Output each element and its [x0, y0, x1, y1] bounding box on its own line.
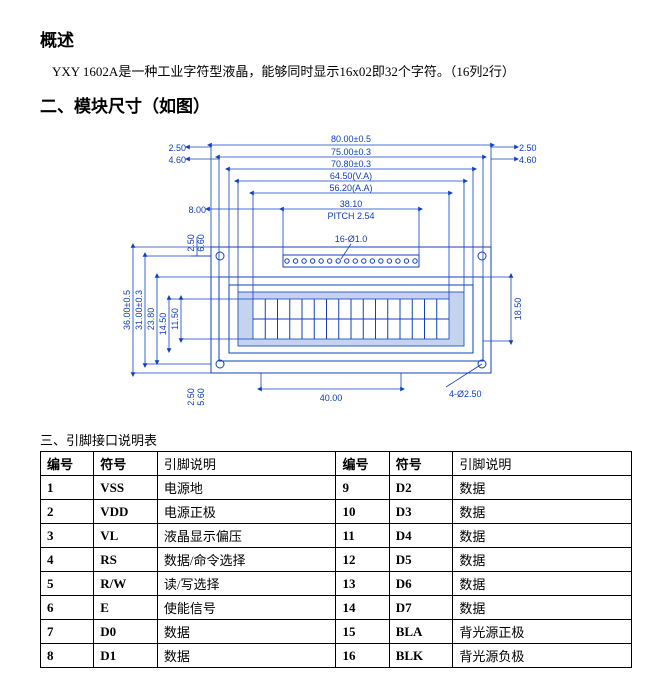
cell: VDD: [94, 500, 158, 524]
cell: D7: [389, 596, 453, 620]
pins-subheading: 三、引脚接口说明表: [40, 430, 632, 449]
table-row: 8D1数据16BLK背光源负极: [41, 644, 632, 668]
dim-h2: 31.00±0.3: [134, 290, 144, 330]
cell: E: [94, 596, 158, 620]
cell: RS: [94, 548, 158, 572]
table-row: 6E使能信号14D7数据: [41, 596, 632, 620]
dim-trx: 2.50: [519, 143, 537, 153]
cell: 背光源负极: [453, 644, 632, 668]
cell: 13: [336, 572, 389, 596]
dim-h4: 14.50: [158, 313, 168, 336]
table-header-row: 编号 符号 引脚说明 编号 符号 引脚说明: [41, 452, 632, 476]
table-row: 1VSS电源地9D2数据: [41, 476, 632, 500]
cell: 数据: [453, 476, 632, 500]
dim-top1: 80.00±0.5: [331, 134, 371, 144]
cell: 1: [41, 476, 94, 500]
cell: D4: [389, 524, 453, 548]
cell: D2: [389, 476, 453, 500]
dim-h1: 36.00±0.5: [122, 290, 132, 330]
th-num-b: 编号: [336, 452, 389, 476]
dim-top4: 64.50(V.A): [330, 171, 372, 181]
dim-blx: 2.50: [186, 388, 196, 406]
cell: D1: [94, 644, 158, 668]
dim-tlx: 2.50: [186, 234, 196, 252]
cell: 16: [336, 644, 389, 668]
cell: 6: [41, 596, 94, 620]
cell: 数据: [453, 596, 632, 620]
cell: 数据: [453, 524, 632, 548]
table-row: 3VL液晶显示偏压11D4数据: [41, 524, 632, 548]
cell: VSS: [94, 476, 158, 500]
cell: 15: [336, 620, 389, 644]
cell: 电源正极: [157, 500, 336, 524]
dim-top2: 75.00±0.3: [331, 147, 371, 157]
cell: 液晶显示偏压: [157, 524, 336, 548]
th-sym-a: 符号: [94, 452, 158, 476]
dim-tl2: 4.60: [168, 155, 186, 165]
dim-h3: 23.80: [146, 308, 156, 331]
cell: 电源地: [157, 476, 336, 500]
table-row: 2VDD电源正极10D3数据: [41, 500, 632, 524]
table-row: 4RS数据/命令选择12D5数据: [41, 548, 632, 572]
cell: 3: [41, 524, 94, 548]
cell: 数据: [157, 644, 336, 668]
cell: 9: [336, 476, 389, 500]
dim-pitchw: 38.10: [340, 199, 363, 209]
cell: D6: [389, 572, 453, 596]
cell: 2: [41, 500, 94, 524]
cell: 7: [41, 620, 94, 644]
cell: 数据: [157, 620, 336, 644]
cell: R/W: [94, 572, 158, 596]
cell: 12: [336, 548, 389, 572]
table-row: 7D0数据15BLA背光源正极: [41, 620, 632, 644]
cell: 5: [41, 572, 94, 596]
dim-ml: 8.00: [188, 205, 206, 215]
cell: D0: [94, 620, 158, 644]
cell: 10: [336, 500, 389, 524]
cell: 11: [336, 524, 389, 548]
cell: 4: [41, 548, 94, 572]
cell: 数据: [453, 572, 632, 596]
dim-tl1: 2.50: [168, 143, 186, 153]
dim-h5: 11.50: [170, 308, 180, 330]
dim-tly: 6.60: [196, 234, 206, 252]
cell: VL: [94, 524, 158, 548]
table-row: 5R/W读/写选择13D6数据: [41, 572, 632, 596]
dim-chole: 4-Ø2.50: [449, 389, 482, 399]
cell: 读/写选择: [157, 572, 336, 596]
th-num-a: 编号: [41, 452, 94, 476]
cell: D5: [389, 548, 453, 572]
dimension-diagram: 80.00±0.5 75.00±0.3 70.80±0.3 64.50(V.A)…: [40, 127, 632, 422]
dim-top5: 56.20(A.A): [329, 183, 372, 193]
cell: 14: [336, 596, 389, 620]
cell: 数据/命令选择: [157, 548, 336, 572]
dim-pitch: PITCH 2.54: [327, 211, 374, 221]
dim-rh: 18.50: [513, 298, 523, 321]
dimensions-heading: 二、模块尺寸（如图）: [40, 92, 632, 117]
cell: BLA: [389, 620, 453, 644]
dim-holes: 16-Ø1.0: [335, 234, 368, 244]
cell: BLK: [389, 644, 453, 668]
cell: 数据: [453, 500, 632, 524]
cell: 使能信号: [157, 596, 336, 620]
overview-heading: 概述: [40, 26, 632, 51]
cell: D3: [389, 500, 453, 524]
overview-text: YXY 1602A是一种工业字符型液晶，能够同时显示16x02即32个字符。（1…: [52, 61, 632, 80]
dim-top3: 70.80±0.3: [331, 159, 371, 169]
th-desc-b: 引脚说明: [453, 452, 632, 476]
cell: 数据: [453, 548, 632, 572]
pin-table: 编号 符号 引脚说明 编号 符号 引脚说明 1VSS电源地9D2数据2VDD电源…: [40, 451, 632, 668]
dim-try: 4.60: [519, 155, 537, 165]
th-sym-b: 符号: [389, 452, 453, 476]
dim-bw: 40.00: [320, 393, 343, 403]
cell: 8: [41, 644, 94, 668]
dim-bly: 5.60: [196, 388, 206, 406]
cell: 背光源正极: [453, 620, 632, 644]
th-desc-a: 引脚说明: [157, 452, 336, 476]
